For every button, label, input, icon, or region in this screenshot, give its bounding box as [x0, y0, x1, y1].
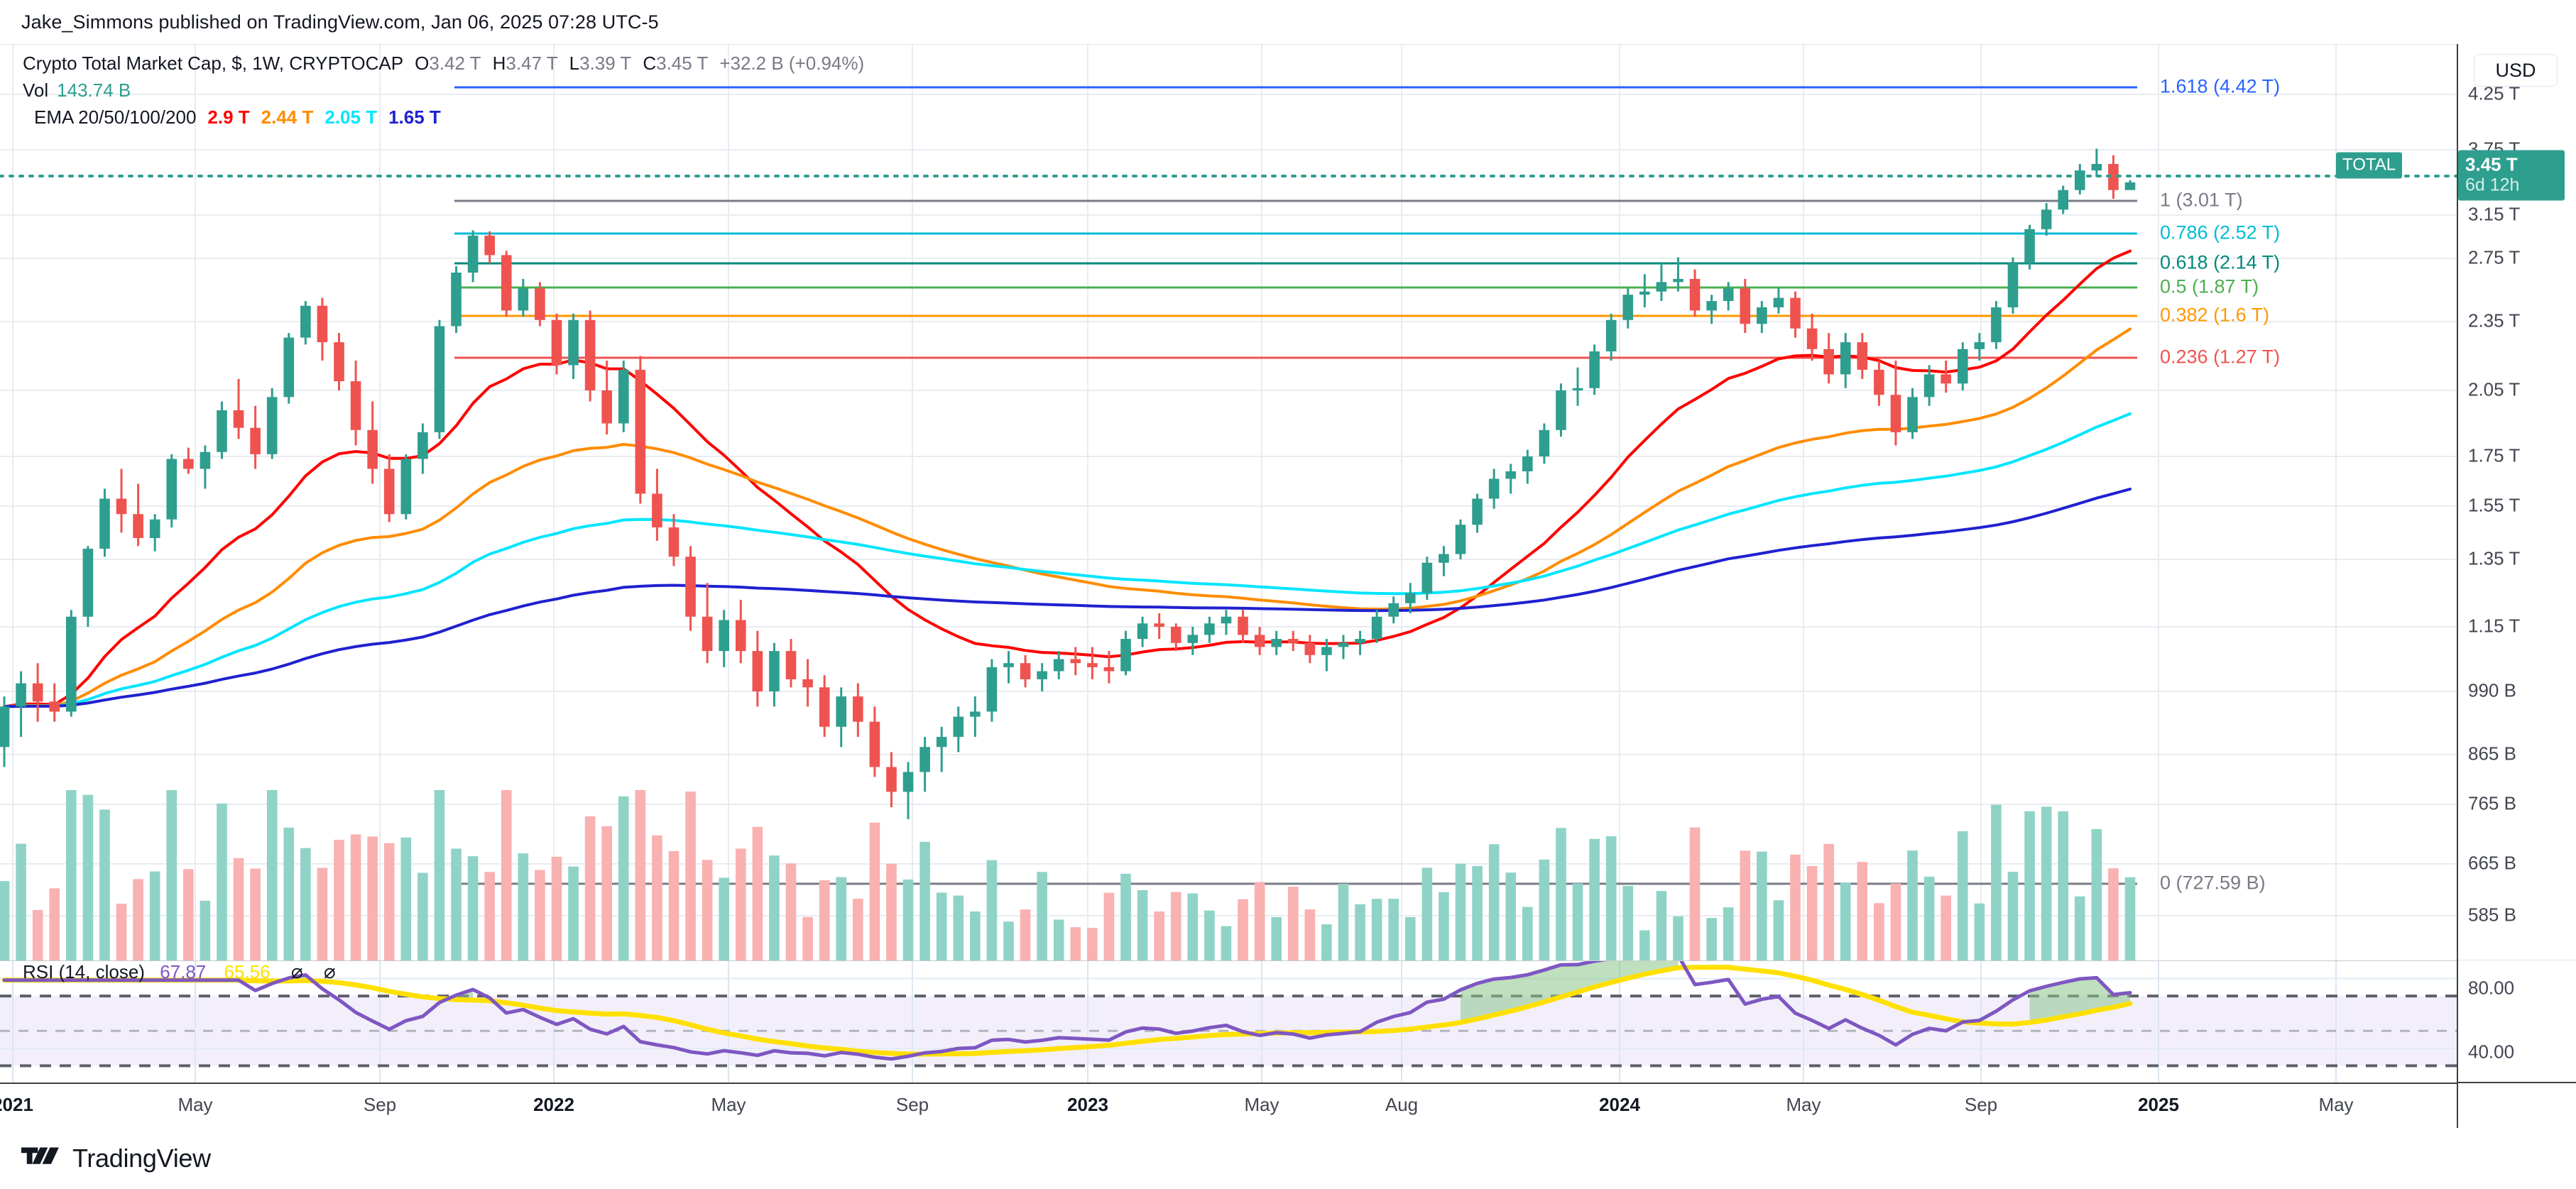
price-tick: 585 B	[2468, 904, 2516, 926]
rsi-pane[interactable]	[0, 960, 2457, 1083]
time-tick: Aug	[1385, 1094, 1419, 1115]
publisher-text: Jake_Simmons published on TradingView.co…	[21, 11, 659, 33]
time-tick: Sep	[363, 1094, 397, 1115]
price-tick: 1.35 T	[2468, 547, 2521, 569]
tradingview-logo-icon	[21, 1147, 59, 1164]
rsi-ma-line	[1, 965, 2133, 1057]
price-tick: 765 B	[2468, 792, 2516, 814]
ema-200-line	[3, 488, 2132, 708]
price-tick: 2.05 T	[2468, 378, 2521, 400]
ema-20-line	[3, 249, 2132, 708]
price-tick: 1.55 T	[2468, 494, 2521, 516]
time-tick: Sep	[1964, 1094, 1998, 1115]
price-tick: 1.15 T	[2468, 615, 2521, 637]
currency-label: USD	[2495, 59, 2536, 81]
current-price-value: 3.45 T	[2465, 153, 2518, 175]
time-axis[interactable]: 2021 May Sep 2022 May Sep 2023 May Aug 2024 May Sep…	[0, 1083, 2457, 1129]
ema-100-line	[3, 412, 2132, 708]
price-tick: 865 B	[2468, 743, 2516, 765]
price-tick: 4.25 T	[2468, 82, 2521, 104]
time-tick: 2024	[1599, 1094, 1640, 1115]
time-tick: 2023	[1067, 1094, 1108, 1115]
price-tick: 2.35 T	[2468, 309, 2521, 332]
series-price-chip: TOTAL	[2336, 152, 2403, 179]
price-tick: 3.15 T	[2468, 203, 2521, 225]
price-tick: 1.75 T	[2468, 444, 2521, 466]
time-tick: May	[2318, 1094, 2354, 1115]
time-tick: 2022	[533, 1094, 574, 1115]
currency-badge[interactable]: USD	[2474, 54, 2558, 87]
bar-countdown: 6d 12h	[2465, 175, 2520, 195]
time-tick: May	[178, 1094, 213, 1115]
time-tick: May	[1786, 1094, 1821, 1115]
publisher-bar: Jake_Simmons published on TradingView.co…	[0, 0, 2576, 44]
price-tick: 665 B	[2468, 852, 2516, 874]
rsi-line	[2, 961, 2132, 1061]
price-pane[interactable]	[0, 45, 2457, 960]
price-scale[interactable]: USD 3.45 T 6d 12h 4.25 T 3.75 T 3.15 T 2.75…	[2457, 44, 2576, 1128]
time-tick: May	[1244, 1094, 1279, 1115]
price-tick: 990 B	[2468, 679, 2516, 701]
rsi-tick: 40.00	[2468, 1041, 2515, 1063]
rsi-chart-canvas	[0, 961, 2457, 1083]
ema-50-line	[3, 327, 2132, 708]
current-price-tag: 3.45 T 6d 12h	[2458, 150, 2565, 201]
price-chart-canvas	[0, 45, 2457, 960]
time-tick: Sep	[895, 1094, 929, 1115]
chart-frame[interactable]: 2021 May Sep 2022 May Sep 2023 May Aug 2024 May Sep…	[0, 44, 2457, 1128]
time-tick: May	[711, 1094, 746, 1115]
price-tick: 2.75 T	[2468, 246, 2521, 268]
tradingview-wordmark: TradingView	[72, 1144, 211, 1173]
scale-separator-bottom	[2458, 1082, 2576, 1083]
rsi-tick: 80.00	[2468, 977, 2515, 999]
footer: TradingView	[0, 1128, 2576, 1189]
time-tick: 2025	[2138, 1094, 2179, 1115]
time-tick: 2021	[0, 1094, 33, 1115]
